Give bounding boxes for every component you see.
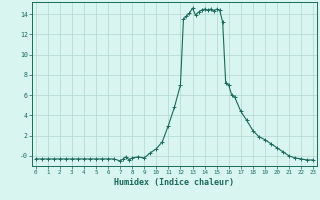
X-axis label: Humidex (Indice chaleur): Humidex (Indice chaleur): [115, 178, 234, 187]
